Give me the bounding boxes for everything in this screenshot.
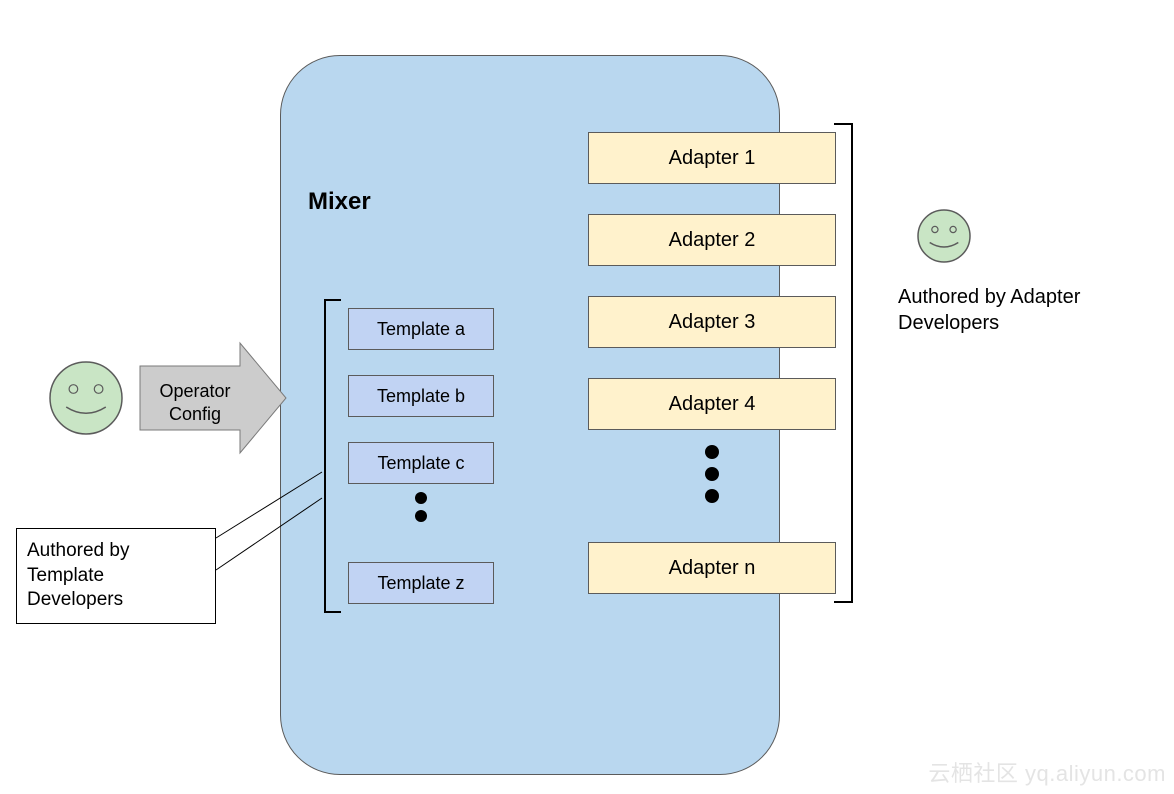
operator-smiley-icon bbox=[50, 362, 122, 434]
adapter-box: Adapter 1 bbox=[588, 132, 836, 184]
adapter-box: Adapter n bbox=[588, 542, 836, 594]
watermark-text: 云栖社区 yq.aliyun.com bbox=[928, 756, 1166, 788]
adapter-box: Adapter 4 bbox=[588, 378, 836, 430]
callout-template-developers: Authored byTemplateDevelopers bbox=[16, 528, 216, 624]
mixer-diagram: Mixer Template aTemplate bTemplate cTemp… bbox=[0, 0, 1174, 794]
template-box: Template b bbox=[348, 375, 494, 417]
adapter-dev-smiley-icon bbox=[918, 210, 970, 262]
adapter-box: Adapter 2 bbox=[588, 214, 836, 266]
template-box: Template c bbox=[348, 442, 494, 484]
callout-template-developers-text: Authored byTemplateDevelopers bbox=[27, 539, 129, 613]
template-box: Template a bbox=[348, 308, 494, 350]
template-box: Template z bbox=[348, 562, 494, 604]
adapter-box: Adapter 3 bbox=[588, 296, 836, 348]
callout-adapter-developers: Authored by AdapterDevelopers bbox=[898, 284, 1138, 336]
operator-arrow-label: OperatorConfig bbox=[150, 380, 240, 425]
